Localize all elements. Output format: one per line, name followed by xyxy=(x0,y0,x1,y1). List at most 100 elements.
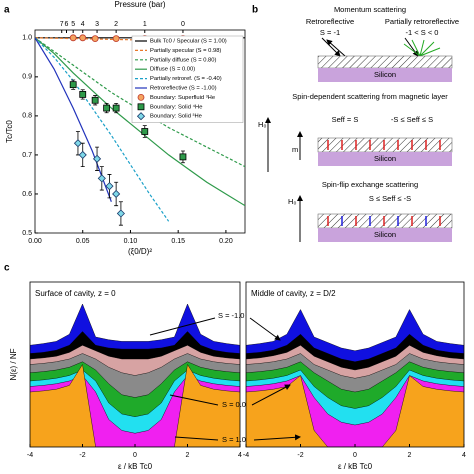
x-tick-label: -2 xyxy=(79,452,85,459)
marker xyxy=(112,104,120,112)
legend-label: Boundary: Solid ⁴He xyxy=(150,103,202,110)
area-edge xyxy=(30,331,240,354)
marker xyxy=(105,182,114,191)
x2-tick-label: 2 xyxy=(114,21,118,28)
x2-tick-label: 3 xyxy=(95,21,99,28)
x2-tick-label: 7 xyxy=(60,21,64,28)
diagram-title: Spin-dependent scattering from magnetic … xyxy=(292,92,448,101)
label: -1 < S < 0 xyxy=(406,28,439,37)
x-tick-label: 0.05 xyxy=(76,238,90,245)
legend-label: Diffuse (S = 0.00) xyxy=(150,67,195,73)
area-edge xyxy=(246,369,464,409)
legend-label: Partially diffuse (S = 0.80) xyxy=(150,57,216,63)
arrow xyxy=(326,39,346,57)
legend: Bulk Tc0 / Specular (S = 1.00) Partially … xyxy=(131,35,244,123)
label: -S ≤ Seff ≤ S xyxy=(391,115,433,124)
area-edge xyxy=(246,353,464,379)
area-edge xyxy=(30,345,240,360)
arrow xyxy=(169,385,290,406)
y-tick-label: 0.8 xyxy=(22,113,32,120)
legend-label: Boundary: Superfluid ³He xyxy=(150,95,215,101)
area-edge xyxy=(246,361,464,393)
magnetic-layer xyxy=(317,137,453,153)
silicon xyxy=(318,152,452,166)
silicon xyxy=(318,68,452,82)
x-tick-label: 4 xyxy=(238,452,242,459)
label: H₀ xyxy=(258,120,267,129)
area-edge xyxy=(246,375,464,426)
diagram-title: Momentum scattering xyxy=(334,5,406,14)
legend-label: Boundary: Solid ³He xyxy=(150,114,202,120)
area-edge xyxy=(30,363,240,447)
arrow xyxy=(321,37,341,57)
magnetic-layer xyxy=(317,213,453,229)
marker xyxy=(141,128,149,135)
label: Silicon xyxy=(374,230,396,239)
legend-swatch xyxy=(137,94,145,101)
x-tick-label: 2 xyxy=(408,452,412,459)
y-tick-label: 0.7 xyxy=(22,152,32,159)
series-group xyxy=(30,303,240,447)
x-tick-label: 0.20 xyxy=(219,238,233,245)
y-tick-label: 0.9 xyxy=(22,74,32,81)
area-edge xyxy=(30,375,240,434)
marker xyxy=(69,81,77,89)
area-edge xyxy=(246,333,464,362)
legend-swatch xyxy=(137,103,145,111)
marker xyxy=(79,91,87,98)
arrow xyxy=(149,317,280,340)
area-edge xyxy=(30,303,240,346)
x2-tick-label: 0 xyxy=(181,21,185,28)
legend-label: Partially specular (S = 0.98) xyxy=(150,48,221,54)
label: Seff = S xyxy=(332,115,359,124)
marker xyxy=(116,209,125,218)
x2-tick-label: 6 xyxy=(65,21,69,28)
panel-label: b xyxy=(252,5,258,16)
marker xyxy=(179,153,187,161)
x-tick-label: 0.10 xyxy=(124,238,138,245)
line xyxy=(35,37,245,207)
x-axis-label: ε / kB Tc0 xyxy=(118,462,153,471)
marker xyxy=(78,150,87,159)
label: Retroreflective xyxy=(306,17,354,26)
area-edge xyxy=(30,353,240,376)
y-axis-label: Tc/Tc0 xyxy=(5,120,14,143)
marker xyxy=(97,174,106,183)
x-tick-label: -4 xyxy=(27,452,33,459)
chart-title: Middle of cavity, z = D/2 xyxy=(251,289,336,298)
annotation: S = 1.0 xyxy=(222,435,246,444)
moments xyxy=(341,216,427,226)
label: Silicon xyxy=(374,70,396,79)
diagram: Momentum scattering Retroreflective S = … xyxy=(258,5,459,242)
surface xyxy=(317,55,453,69)
marker xyxy=(91,35,99,42)
legend-swatch xyxy=(136,112,146,121)
marker xyxy=(69,34,77,42)
x2-tick-label: 1 xyxy=(143,21,147,28)
moments xyxy=(327,140,441,150)
line xyxy=(35,37,112,202)
marker xyxy=(103,104,110,112)
legend-label: Retroreflective (S = -1.00) xyxy=(150,86,217,92)
legend-box xyxy=(131,35,244,123)
plot-frame xyxy=(34,29,246,234)
label: S = -1 xyxy=(320,28,340,37)
y-tick-label: 1.0 xyxy=(22,35,32,42)
label: Partially retroreflective xyxy=(385,17,459,26)
annotation: S = -1.0 xyxy=(218,311,244,320)
x2-tick-label: 5 xyxy=(71,21,75,28)
legend-label: Bulk Tc0 / Specular (S = 1.00) xyxy=(150,39,227,45)
area-fill xyxy=(246,375,464,447)
x-axis-label: ε / kB Tc0 xyxy=(338,462,373,471)
x-tick-label: 0.15 xyxy=(171,238,185,245)
marker xyxy=(92,154,102,163)
x2-tick-label: 4 xyxy=(81,21,85,28)
y-axis-label: N(ε) / NF xyxy=(9,348,18,380)
area-fill xyxy=(30,364,240,447)
label: Silicon xyxy=(374,154,396,163)
marker xyxy=(112,189,121,199)
series-group xyxy=(246,309,464,447)
label: S ≤ Seff ≤ -S xyxy=(369,194,411,203)
legend-label: Partially retroref. (S = -0.40) xyxy=(150,76,222,82)
